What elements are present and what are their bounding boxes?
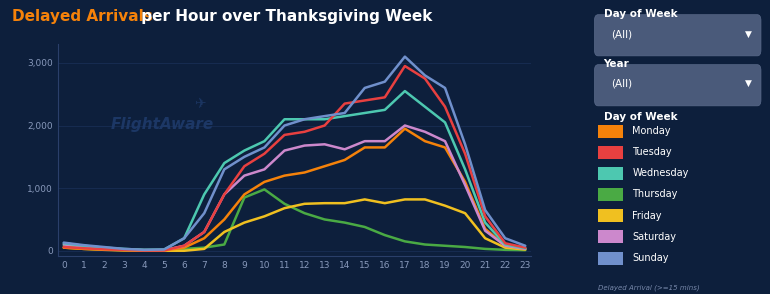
Text: FlightAware: FlightAware: [110, 117, 213, 132]
Text: per Hour over Thanksgiving Week: per Hour over Thanksgiving Week: [136, 9, 433, 24]
Text: Sunday: Sunday: [632, 253, 669, 263]
Text: Year: Year: [604, 59, 629, 69]
Text: (All): (All): [611, 79, 632, 89]
Text: Delayed Arrivals: Delayed Arrivals: [12, 9, 152, 24]
Text: Wednesday: Wednesday: [632, 168, 689, 178]
Text: Tuesday: Tuesday: [632, 147, 672, 157]
FancyBboxPatch shape: [594, 65, 761, 106]
Text: ▼: ▼: [745, 79, 752, 88]
FancyBboxPatch shape: [598, 209, 624, 222]
FancyBboxPatch shape: [598, 252, 624, 265]
Text: ▼: ▼: [745, 30, 752, 39]
Text: Monday: Monday: [632, 126, 671, 136]
FancyBboxPatch shape: [598, 230, 624, 243]
FancyBboxPatch shape: [598, 125, 624, 138]
FancyBboxPatch shape: [594, 15, 761, 56]
FancyBboxPatch shape: [598, 167, 624, 180]
FancyBboxPatch shape: [598, 146, 624, 159]
Text: Friday: Friday: [632, 211, 662, 220]
Text: Thursday: Thursday: [632, 189, 678, 199]
Text: ✈: ✈: [194, 96, 206, 110]
Text: Saturday: Saturday: [632, 232, 677, 242]
Text: Day of Week: Day of Week: [604, 9, 677, 19]
Text: Delayed Arrival (>=15 mins): Delayed Arrival (>=15 mins): [598, 285, 700, 291]
FancyBboxPatch shape: [598, 188, 624, 201]
Text: Day of Week: Day of Week: [604, 112, 677, 122]
Text: (All): (All): [611, 30, 632, 40]
